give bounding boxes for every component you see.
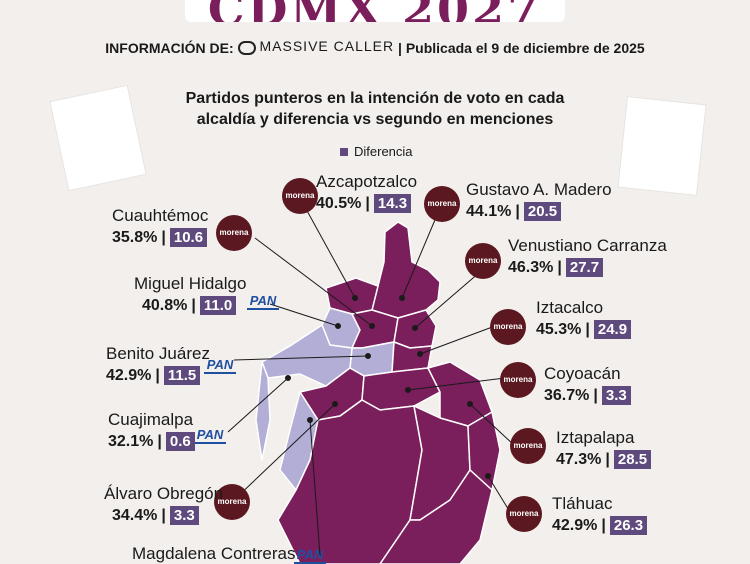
source-brand: MASSIVE CALLER (237, 38, 395, 55)
map-tlahuac (467, 411, 501, 491)
map-gustavo-a-madero (371, 221, 441, 319)
pan-logo-magdalena-contreras: PAN (294, 546, 326, 564)
label-miguel-hidalgo: Miguel Hidalgo 40.8% | 11.0 (134, 274, 247, 315)
morena-badge-iztapalapa: morena (510, 428, 546, 464)
divider: | (398, 40, 406, 56)
morena-badge-azcapotzalco: morena (282, 178, 318, 214)
morena-badge-coyoacan: morena (500, 362, 536, 398)
map-coyoacan (361, 367, 441, 411)
info-line: INFORMACIÓN DE: MASSIVE CALLER | Publica… (0, 38, 750, 56)
map-tlalpan (277, 399, 423, 564)
morena-badge-alvaro-obregon: morena (214, 484, 250, 520)
label-gustavo-a-madero: Gustavo A. Madero 44.1% | 20.5 (466, 180, 612, 221)
map-iztacalco (391, 341, 433, 373)
legend: Diferencia (340, 144, 413, 159)
label-venustiano-carranza: Venustiano Carranza 46.3% | 27.7 (508, 236, 667, 277)
label-magdalena-contreras: Magdalena Contreras (132, 544, 296, 563)
chart-title-line2: alcaldía y diferencia vs segundo en menc… (196, 111, 554, 128)
published-date: Publicada el 9 de diciembre de 2025 (405, 40, 645, 56)
main-title: CDMX 2027 (208, 0, 542, 22)
label-iztacalco: Iztacalco 45.3% | 24.9 (536, 298, 632, 339)
source-name: MASSIVE CALLER (259, 38, 395, 54)
label-benito-juarez: Benito Juárez 42.9% | 11.5 (106, 344, 210, 385)
map-west-strip (255, 361, 271, 461)
main-title-banner: CDMX 2027 (185, 0, 565, 22)
chart-title-line1: Partidos punteros en la intención de vot… (185, 90, 565, 107)
legend-swatch (340, 147, 348, 156)
map-milpa-alta (379, 469, 493, 564)
massive-caller-logo-icon (237, 41, 256, 55)
morena-badge-gam: morena (424, 186, 460, 222)
label-cuajimalpa: Cuajimalpa 32.1% | 0.6 (108, 410, 195, 451)
morena-badge-iztacalco: morena (490, 309, 526, 345)
label-coyoacan: Coyoacán 36.7% | 3.3 (544, 364, 631, 405)
pan-logo-miguel-hidalgo: PAN (247, 292, 279, 310)
morena-badge-tlahuac: morena (506, 496, 542, 532)
legend-label: Diferencia (354, 144, 413, 159)
label-tlahuac: Tláhuac 42.9% | 26.3 (552, 494, 648, 535)
label-iztapalapa: Iztapalapa 47.3% | 28.5 (556, 428, 652, 469)
info-prefix: INFORMACIÓN DE: (105, 40, 234, 56)
map-cuajimalpa (261, 324, 353, 387)
chart-title: Partidos punteros en la intención de vot… (0, 88, 750, 130)
label-azcapotzalco: Azcapotzalco 40.5% | 14.3 (316, 172, 418, 213)
label-cuauhtemoc: Cuauhtémoc 35.8% | 10.6 (112, 206, 209, 247)
pan-logo-cuajimalpa: PAN (194, 426, 226, 444)
morena-badge-cuauhtemoc: morena (216, 215, 252, 251)
label-alvaro-obregon: Álvaro Obregón 34.4% | 3.3 (104, 484, 224, 525)
pan-logo-benito-juarez: PAN (204, 356, 236, 374)
morena-badge-venustiano-carranza: morena (465, 243, 501, 279)
